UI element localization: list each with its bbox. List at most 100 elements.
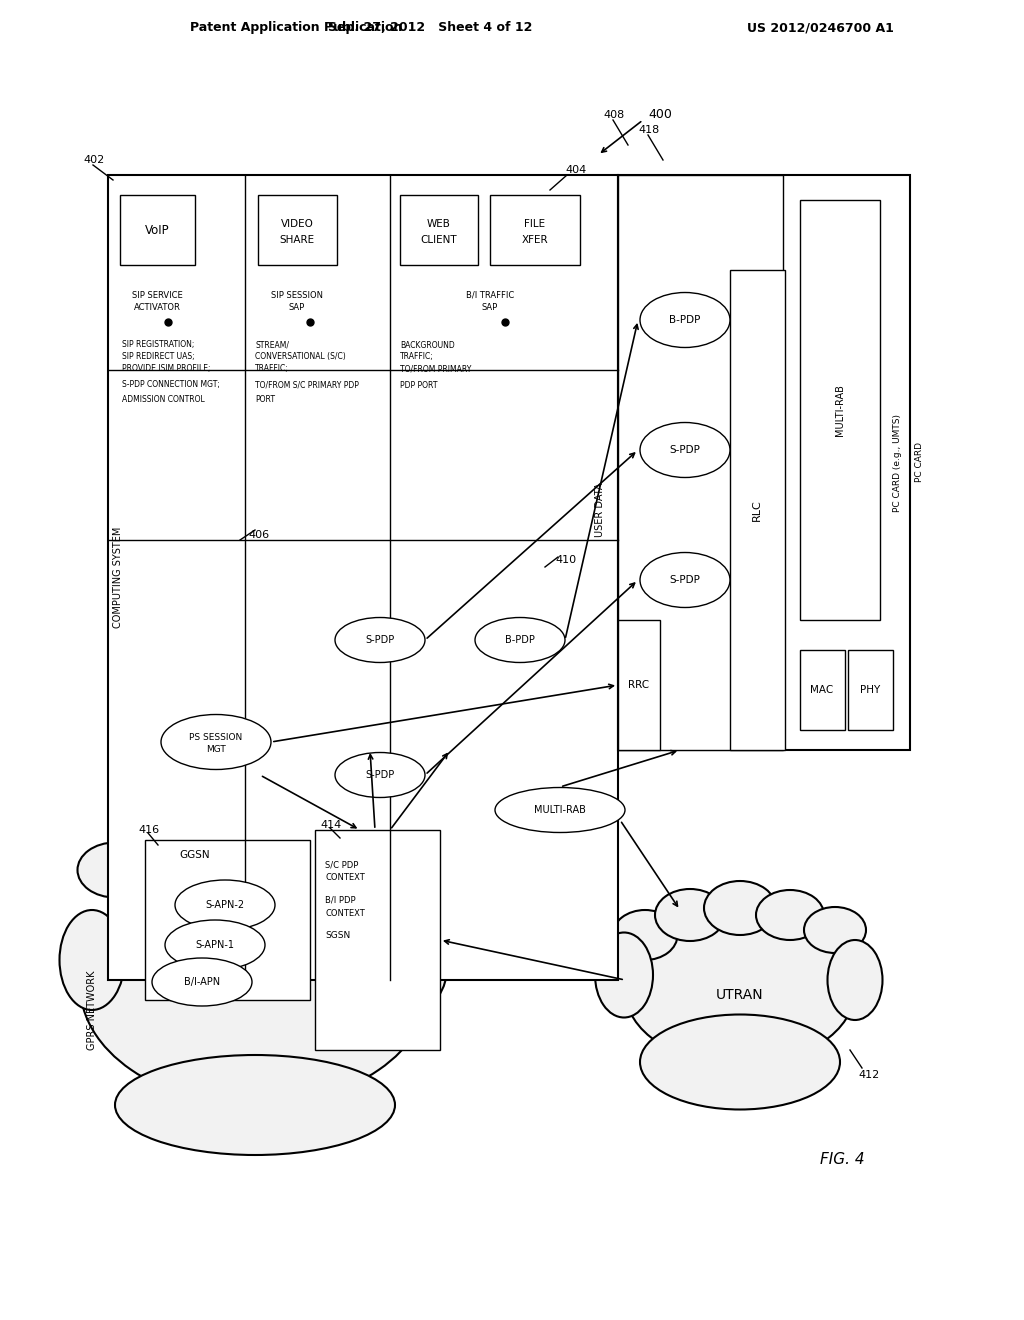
Bar: [800, 649, 845, 730]
Bar: [315, 830, 440, 1049]
Text: USER DATA: USER DATA: [595, 483, 605, 537]
Ellipse shape: [756, 890, 824, 940]
Ellipse shape: [161, 714, 271, 770]
Text: 402: 402: [83, 154, 104, 165]
Text: PC CARD (e.g., UMTS): PC CARD (e.g., UMTS): [894, 413, 902, 511]
Text: GGSN: GGSN: [179, 850, 210, 861]
Text: B/I-APN: B/I-APN: [184, 977, 220, 987]
Text: 412: 412: [858, 1071, 880, 1080]
Ellipse shape: [612, 909, 678, 960]
Text: 414: 414: [319, 820, 341, 830]
Ellipse shape: [59, 909, 125, 1010]
Bar: [400, 195, 478, 265]
Text: TRAFFIC;: TRAFFIC;: [400, 352, 434, 362]
Text: TO/FROM S/C PRIMARY PDP: TO/FROM S/C PRIMARY PDP: [255, 380, 358, 389]
Text: MAC: MAC: [810, 685, 834, 696]
Ellipse shape: [640, 553, 730, 607]
Ellipse shape: [335, 618, 425, 663]
Ellipse shape: [640, 1015, 840, 1110]
Text: PDP PORT: PDP PORT: [400, 380, 437, 389]
Text: 404: 404: [565, 165, 587, 176]
Text: RRC: RRC: [629, 680, 649, 690]
Text: Patent Application Publication: Patent Application Publication: [190, 21, 402, 34]
Text: Sep. 27, 2012   Sheet 4 of 12: Sep. 27, 2012 Sheet 4 of 12: [328, 21, 532, 34]
Text: FILE: FILE: [524, 219, 546, 228]
Ellipse shape: [595, 932, 653, 1018]
Bar: [848, 649, 893, 730]
Text: RLC: RLC: [752, 499, 762, 521]
Text: 400: 400: [648, 108, 672, 121]
Ellipse shape: [80, 865, 430, 1105]
Text: S-PDP CONNECTION MGT;: S-PDP CONNECTION MGT;: [122, 380, 220, 389]
Text: SAP: SAP: [289, 302, 305, 312]
Text: UTRAN: UTRAN: [716, 987, 764, 1002]
Ellipse shape: [175, 880, 275, 931]
Ellipse shape: [640, 293, 730, 347]
Text: MULTI-RAB: MULTI-RAB: [835, 384, 845, 436]
Text: PHY: PHY: [860, 685, 880, 696]
Text: XFER: XFER: [521, 235, 548, 246]
Text: S/C PDP: S/C PDP: [325, 861, 358, 870]
Text: VoIP: VoIP: [144, 223, 169, 236]
Text: 416: 416: [138, 825, 159, 836]
Bar: [258, 195, 337, 265]
Ellipse shape: [705, 880, 776, 935]
Ellipse shape: [152, 958, 252, 1006]
Text: B-PDP: B-PDP: [670, 315, 700, 325]
Text: CONVERSATIONAL (S/C): CONVERSATIONAL (S/C): [255, 352, 346, 362]
Bar: [120, 195, 195, 265]
Text: SGSN: SGSN: [325, 931, 350, 940]
Ellipse shape: [236, 801, 321, 863]
Bar: [618, 176, 910, 750]
Text: PC CARD: PC CARD: [915, 442, 925, 483]
Text: S-APN-1: S-APN-1: [196, 940, 234, 950]
Text: US 2012/0246700 A1: US 2012/0246700 A1: [746, 21, 893, 34]
Text: TO/FROM PRIMARY: TO/FROM PRIMARY: [400, 364, 471, 374]
Text: CLIENT: CLIENT: [421, 235, 458, 246]
Ellipse shape: [125, 816, 205, 874]
Text: B/I TRAFFIC: B/I TRAFFIC: [466, 290, 514, 300]
Bar: [730, 271, 785, 750]
Text: SIP REDIRECT UAS;: SIP REDIRECT UAS;: [122, 352, 195, 362]
Text: SIP SERVICE: SIP SERVICE: [132, 290, 182, 300]
Ellipse shape: [804, 907, 866, 953]
Text: S-PDP: S-PDP: [670, 576, 700, 585]
Text: FIG. 4: FIG. 4: [820, 1152, 864, 1167]
Text: PS SESSION: PS SESSION: [189, 733, 243, 742]
Text: SIP REGISTRATION;: SIP REGISTRATION;: [122, 341, 195, 350]
Ellipse shape: [625, 915, 855, 1065]
Ellipse shape: [475, 618, 565, 663]
Text: VIDEO: VIDEO: [281, 219, 313, 228]
Text: 408: 408: [603, 110, 625, 120]
Text: S-PDP: S-PDP: [366, 635, 394, 645]
Text: COMPUTING SYSTEM: COMPUTING SYSTEM: [113, 527, 123, 628]
Ellipse shape: [177, 799, 262, 861]
Text: CONTEXT: CONTEXT: [325, 874, 365, 883]
Text: 406: 406: [248, 531, 269, 540]
Text: ACTIVATOR: ACTIVATOR: [133, 302, 180, 312]
Text: SAP: SAP: [482, 302, 498, 312]
Ellipse shape: [165, 920, 265, 970]
Text: S-PDP: S-PDP: [670, 445, 700, 455]
Ellipse shape: [827, 940, 883, 1020]
Text: PROVIDE ISIM PROFILE;: PROVIDE ISIM PROFILE;: [122, 364, 211, 374]
Ellipse shape: [295, 816, 375, 874]
Text: S-PDP: S-PDP: [366, 770, 394, 780]
Text: SIP SESSION: SIP SESSION: [271, 290, 323, 300]
Text: B/I PDP: B/I PDP: [325, 895, 355, 904]
Text: B-PDP: B-PDP: [505, 635, 535, 645]
Text: PORT: PORT: [255, 395, 275, 404]
Text: WEB: WEB: [427, 219, 451, 228]
Text: MULTI-RAB: MULTI-RAB: [535, 805, 586, 814]
Bar: [800, 201, 880, 620]
Ellipse shape: [350, 840, 420, 891]
Bar: [618, 176, 783, 750]
Text: 410: 410: [555, 554, 577, 565]
Bar: [618, 620, 660, 750]
Ellipse shape: [78, 842, 153, 898]
Text: STREAM/: STREAM/: [255, 341, 289, 350]
Ellipse shape: [115, 1055, 395, 1155]
Text: S-APN-2: S-APN-2: [206, 900, 245, 909]
Ellipse shape: [495, 788, 625, 833]
Text: SHARE: SHARE: [280, 235, 314, 246]
